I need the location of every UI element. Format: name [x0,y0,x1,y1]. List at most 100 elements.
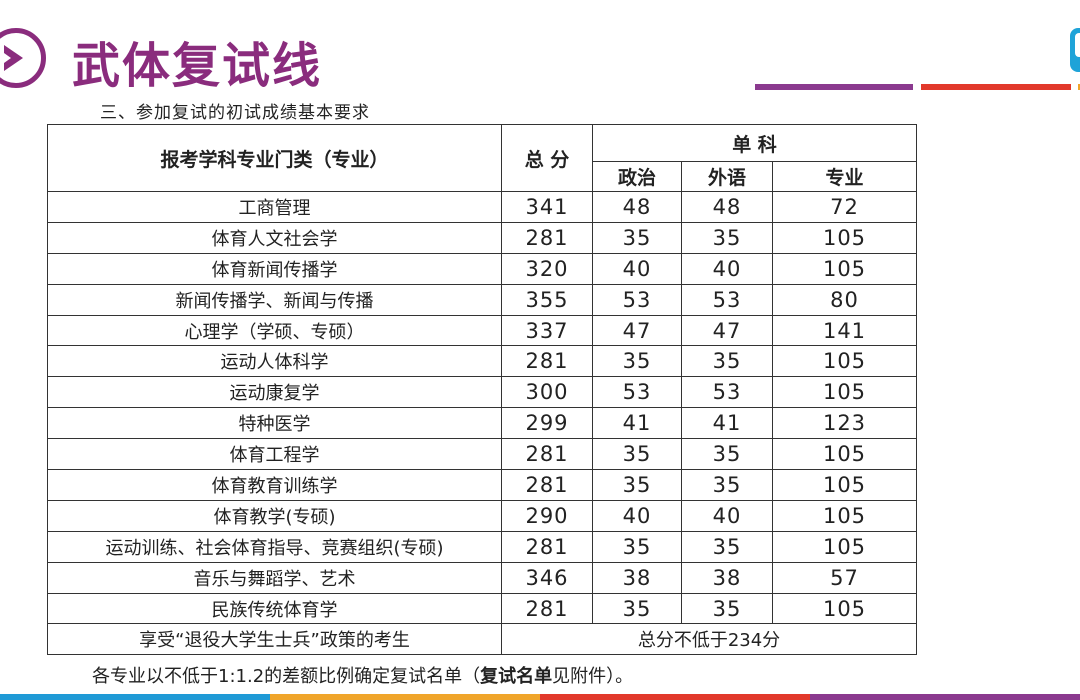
cell-major: 音乐与舞蹈学、艺术 [47,561,502,594]
cell-politics: 53 [592,283,682,316]
cell-politics: 35 [592,592,682,625]
cell-foreign: 35 [681,469,773,501]
cell-specialty: 105 [771,499,918,532]
cell-specialty: 72 [771,191,918,223]
cell-specialty: 105 [771,592,918,625]
bottom-strip-segment [0,694,270,700]
cell-foreign: 40 [681,252,773,285]
footnote-text: 各专业以不低于1:1.2的差额比例确定复试名单（ [92,666,481,687]
cell-total: 281 [501,221,593,254]
cell-specialty: 141 [771,314,918,347]
cell-foreign: 53 [681,283,773,316]
decorative-bar-orange [1078,84,1080,90]
cell-major: 民族传统体育学 [47,592,502,625]
app-icon [1070,28,1080,72]
cell-specialty: 105 [771,252,918,285]
header-specialty: 专业 [771,161,918,192]
cell-total: 346 [501,561,593,594]
page-title: 武体复试线 [72,38,323,94]
cell-major: 体育教育训练学 [47,469,502,501]
cell-major: 运动训练、社会体育指导、竞赛组织(专硕) [47,530,502,563]
bottom-color-strip [0,694,1080,700]
cell-major: 工商管理 [47,191,502,223]
policy-label: 享受“退役大学生士兵”政策的考生 [47,623,502,656]
cell-major: 体育教学(专硕) [47,499,502,532]
footnote-bold-link: 复试名单 [480,666,553,687]
cell-foreign: 35 [681,345,773,378]
cell-specialty: 80 [771,283,918,316]
header-single-subject: 单 科 [591,124,918,162]
cell-total: 300 [501,376,593,409]
table-row: 体育教学(专硕) 290 40 40 105 [47,499,918,532]
decorative-bar-purple [755,84,913,90]
cell-politics: 35 [592,530,682,563]
table-row: 体育人文社会学 281 35 35 105 [47,221,918,254]
cell-total: 281 [501,530,593,563]
cell-specialty: 105 [771,376,918,409]
table-row: 特种医学 299 41 41 123 [47,407,918,440]
cell-politics: 35 [592,469,682,501]
cell-foreign: 35 [681,221,773,254]
table-row: 音乐与舞蹈学、艺术 346 38 38 57 [47,561,918,594]
bottom-strip-segment [270,694,540,700]
cell-foreign: 53 [681,376,773,409]
cell-foreign: 48 [681,191,773,223]
cell-specialty: 105 [771,221,918,254]
table-row: 体育新闻传播学 320 40 40 105 [47,252,918,285]
footnote-tail: 见附件）。 [552,666,634,687]
cell-total: 281 [501,438,593,471]
cell-total: 355 [501,283,593,316]
cell-major: 运动人体科学 [47,345,502,378]
section-heading: 三、参加复试的初试成绩基本要求 [100,103,370,123]
cell-major: 特种医学 [47,407,502,440]
cell-total: 281 [501,592,593,625]
table-row: 体育教育训练学 281 35 35 105 [47,469,918,501]
cell-politics: 40 [592,499,682,532]
chevron-right-icon [4,45,23,71]
bottom-strip-segment [540,694,810,700]
cell-total: 281 [501,469,593,501]
cell-foreign: 38 [681,561,773,594]
cell-major: 体育人文社会学 [47,221,502,254]
table-row: 体育工程学 281 35 35 105 [47,438,918,471]
header-major: 报考学科专业门类（专业） [47,124,502,192]
cell-specialty: 105 [771,345,918,378]
cell-major: 体育工程学 [47,438,502,471]
policy-value: 总分不低于234分 [500,623,918,656]
table-row: 运动训练、社会体育指导、竞赛组织(专硕) 281 35 35 105 [47,530,918,563]
cell-politics: 47 [592,314,682,347]
header-foreign-language: 外语 [681,161,773,192]
cell-foreign: 35 [681,530,773,563]
logo-chevron-icon [0,28,46,88]
cell-politics: 41 [592,407,682,440]
score-requirements-table: 报考学科专业门类（专业） 总 分 单 科 政治 外语 专业 工商管理 341 48 4… [47,124,918,656]
header-politics: 政治 [592,161,682,192]
cell-total: 290 [501,499,593,532]
cell-foreign: 41 [681,407,773,440]
table-row: 民族传统体育学 281 35 35 105 [47,592,918,625]
table-row: 运动人体科学 281 35 35 105 [47,345,918,378]
cell-politics: 35 [592,438,682,471]
cell-specialty: 105 [771,469,918,501]
cell-politics: 35 [592,221,682,254]
cell-foreign: 35 [681,438,773,471]
cell-politics: 48 [592,191,682,223]
footnote: 各专业以不低于1:1.2的差额比例确定复试名单（复试名单见附件）。 [92,662,633,688]
cell-total: 341 [501,191,593,223]
table-row: 新闻传播学、新闻与传播 355 53 53 80 [47,283,918,316]
cell-major: 体育新闻传播学 [47,252,502,285]
table-row-policy: 享受“退役大学生士兵”政策的考生 总分不低于234分 [47,623,918,656]
cell-total: 337 [501,314,593,347]
cell-politics: 40 [592,252,682,285]
cell-specialty: 123 [771,407,918,440]
table-row: 心理学（学硕、专硕） 337 47 47 141 [47,314,918,347]
decorative-bar-red [921,84,1071,90]
cell-foreign: 47 [681,314,773,347]
cell-major: 运动康复学 [47,376,502,409]
cell-specialty: 105 [771,438,918,471]
cell-total: 299 [501,407,593,440]
bottom-strip-segment [810,694,1080,700]
cell-foreign: 35 [681,592,773,625]
cell-politics: 35 [592,345,682,378]
cell-total: 281 [501,345,593,378]
